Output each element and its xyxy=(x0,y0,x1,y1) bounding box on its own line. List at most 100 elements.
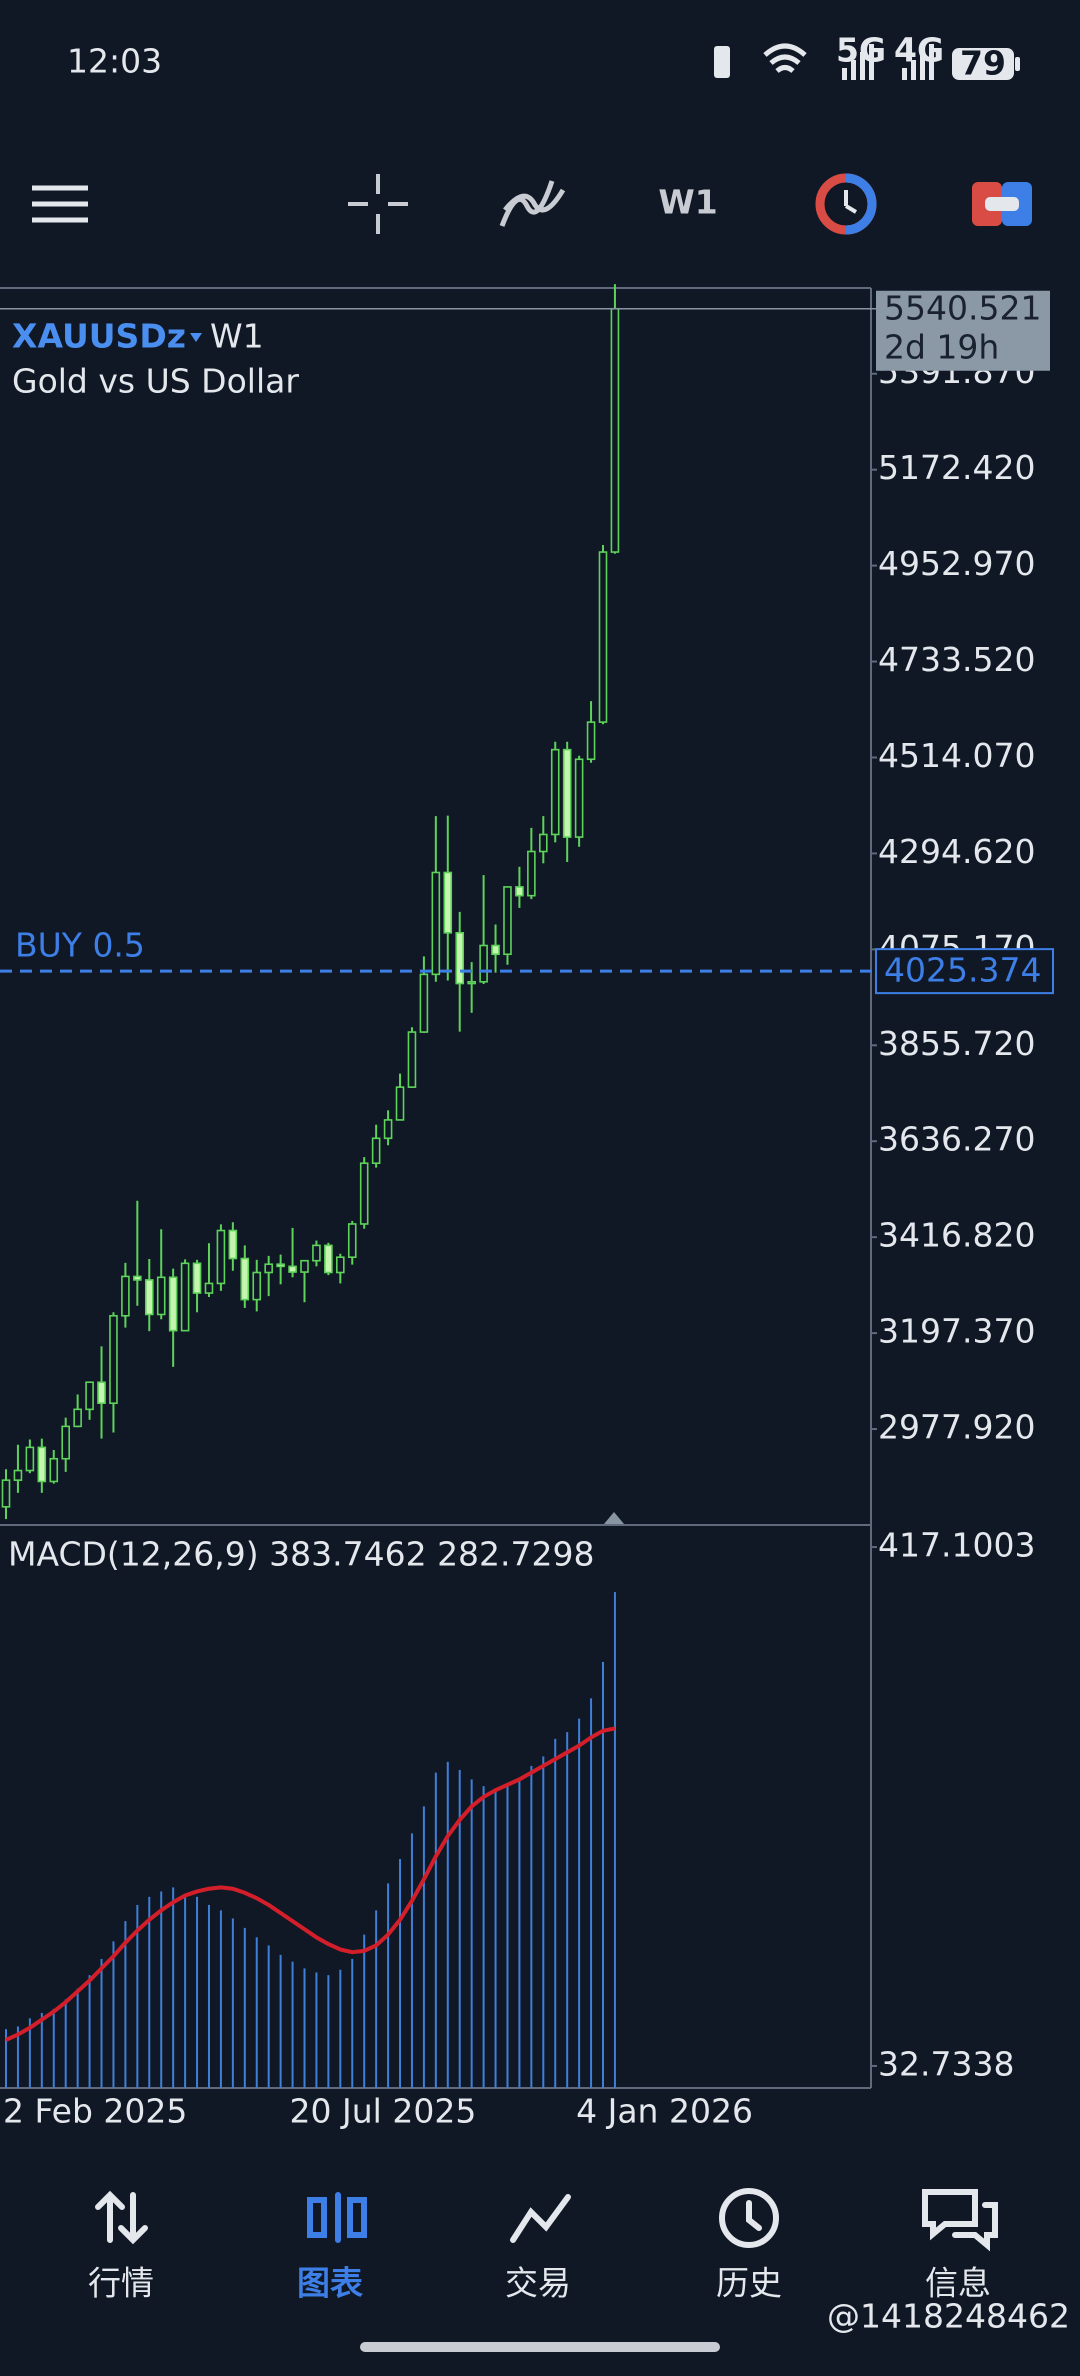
histogram-bar xyxy=(387,1883,390,2088)
histogram-bar xyxy=(578,1718,581,2088)
histogram-bar xyxy=(219,1910,222,2088)
nav-tab[interactable]: 信息 xyxy=(925,2264,991,2303)
y-tick-label: 4514.070 xyxy=(878,736,1035,775)
histogram-bar xyxy=(255,1937,258,2088)
symbol[interactable]: XAUUSDz xyxy=(12,317,186,356)
candle-body xyxy=(180,1262,190,1332)
histogram-bar xyxy=(315,1972,318,2088)
bar-timer: 2d 19h xyxy=(884,327,999,366)
histogram-bar xyxy=(351,1958,354,2088)
crosshair-button[interactable] xyxy=(348,174,408,234)
histogram-bar xyxy=(602,1661,604,2088)
histogram-bar xyxy=(160,1891,163,2088)
trade-button[interactable] xyxy=(815,173,877,235)
candle-body xyxy=(347,1223,357,1259)
candle-body xyxy=(515,886,524,897)
candle-body xyxy=(49,1457,59,1483)
histogram-bar xyxy=(172,1887,175,2088)
nav-icons xyxy=(95,2188,998,2252)
timeframe-button[interactable]: W1 xyxy=(658,183,717,222)
nav-tab[interactable]: 行情 xyxy=(88,2264,154,2303)
candle-body xyxy=(156,1276,166,1316)
indicators-button[interactable] xyxy=(499,180,566,227)
candle-body xyxy=(562,748,572,838)
nav-tab[interactable]: 交易 xyxy=(505,2264,571,2303)
histogram-bar xyxy=(530,1765,533,2088)
candle-body xyxy=(407,1031,417,1088)
y-tick-label: 417.1003 xyxy=(878,1526,1035,1565)
candle-body xyxy=(586,721,596,761)
nav-tab[interactable]: 图表 xyxy=(297,2264,363,2303)
histogram-bar xyxy=(28,2018,31,2088)
y-tick-label: 3197.370 xyxy=(878,1312,1035,1351)
candle-body xyxy=(336,1256,345,1274)
histogram-bar xyxy=(243,1927,246,2088)
candle-body xyxy=(538,833,548,853)
order-price-box xyxy=(875,948,1054,995)
candle-body xyxy=(133,1275,142,1281)
histogram-bar xyxy=(410,1833,413,2088)
y-tick-label: 5172.420 xyxy=(878,448,1035,487)
histogram-bar xyxy=(124,1921,127,2088)
symbol-dropdown[interactable] xyxy=(190,333,202,342)
one-click-button[interactable] xyxy=(972,182,1032,226)
histogram-bar xyxy=(279,1954,282,2088)
candle-body xyxy=(312,1244,321,1262)
candle-body xyxy=(61,1425,71,1460)
histogram-bar xyxy=(88,1975,91,2088)
histogram-bar xyxy=(100,1958,103,2088)
y-tick-label: 4733.520 xyxy=(878,640,1035,679)
candle-body xyxy=(168,1276,178,1332)
candle-body xyxy=(37,1446,47,1483)
histogram-bar xyxy=(434,1772,437,2088)
y-tick-label: 4294.620 xyxy=(878,832,1035,871)
order-price: 4025.374 xyxy=(884,951,1041,990)
price-box xyxy=(876,290,1050,371)
candle-body xyxy=(300,1259,309,1273)
histogram-bar xyxy=(506,1783,509,2088)
histogram-bar xyxy=(76,1988,79,2088)
histogram-bar xyxy=(542,1756,545,2088)
nav-tab[interactable]: 历史 xyxy=(716,2264,782,2303)
candle-body xyxy=(276,1263,285,1268)
watermark: @1418248462 xyxy=(827,2297,1070,2336)
y-tick-label: 3416.820 xyxy=(878,1216,1035,1255)
candle-body xyxy=(455,932,465,985)
candle-body xyxy=(228,1229,238,1260)
histogram-bar xyxy=(339,1969,342,2088)
candle-body xyxy=(395,1086,405,1121)
histogram-bar xyxy=(494,1788,497,2088)
histogram-bar xyxy=(16,2026,19,2088)
histogram-bar xyxy=(184,1894,187,2088)
histogram-bar xyxy=(231,1918,234,2088)
y-tick-label: 4952.970 xyxy=(878,544,1035,583)
candle-body xyxy=(192,1262,202,1294)
x-tick-label: 20 Jul 2025 xyxy=(290,2092,477,2131)
candle-body xyxy=(264,1263,273,1274)
y-tick-label: 3636.270 xyxy=(878,1120,1035,1159)
order-label: BUY 0.5 xyxy=(15,926,145,965)
histogram-bar xyxy=(112,1941,115,2088)
candle-body xyxy=(383,1119,393,1140)
current-price: 5540.521 xyxy=(884,288,1041,327)
histogram-bar xyxy=(470,1779,473,2088)
candle-body xyxy=(252,1271,262,1301)
histogram-bar xyxy=(399,1859,402,2088)
candle-body xyxy=(550,748,560,836)
histogram-bar xyxy=(64,1999,67,2088)
histogram-bar xyxy=(303,1968,306,2088)
indicator-title: MACD(12,26,9) 383.7462 282.7298 xyxy=(8,1535,595,1574)
candle-body xyxy=(371,1137,381,1165)
histogram-bar xyxy=(207,1904,210,2088)
menu-button[interactable] xyxy=(32,185,88,223)
histogram-bar xyxy=(446,1761,449,2088)
histogram-bar xyxy=(590,1698,593,2088)
histogram-bar xyxy=(613,1592,616,2088)
candle-body xyxy=(527,850,536,897)
clock: 12:03 xyxy=(67,42,162,81)
candle-body xyxy=(73,1408,82,1428)
candle-body xyxy=(443,871,453,934)
candle-body xyxy=(324,1244,333,1274)
